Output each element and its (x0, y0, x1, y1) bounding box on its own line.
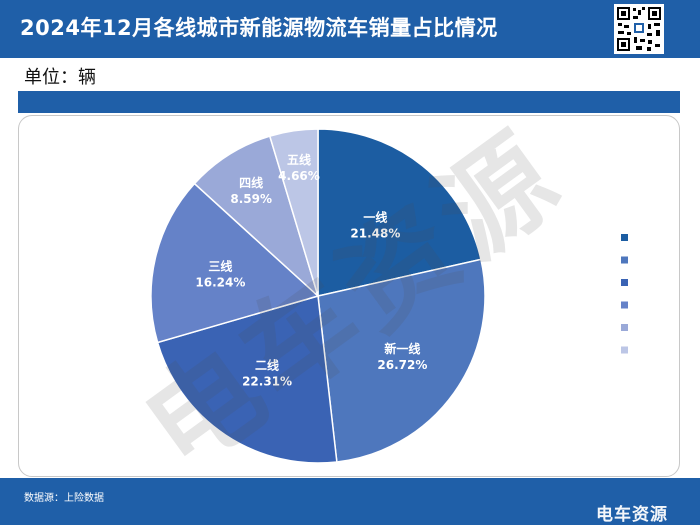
legend-swatch (621, 346, 628, 354)
slice-value-label: 8.59% (230, 192, 272, 206)
legend-swatch (621, 324, 628, 331)
slice-value-label: 21.48% (350, 226, 400, 240)
header-bar: 2024年12月各线城市新能源物流车销量占比情况 (0, 0, 700, 58)
unit-label: 单位：辆 (24, 67, 96, 88)
legend-swatch (621, 234, 628, 241)
page-title: 2024年12月各线城市新能源物流车销量占比情况 (20, 16, 498, 40)
slice-name-label: 三线 (208, 258, 232, 273)
slice-name-label: 四线 (239, 175, 263, 190)
pie-slice (150, 182, 320, 344)
pie-slice (268, 128, 319, 297)
slice-name-label: 五线 (287, 152, 311, 167)
chart-legend (621, 234, 628, 354)
slice-name-label: 新一线 (384, 341, 420, 356)
slice-name-label: 一线 (363, 209, 387, 224)
legend-swatch (621, 279, 628, 286)
pie-slice (317, 258, 486, 463)
pie-slices (150, 128, 486, 464)
slice-value-label: 4.66% (278, 169, 320, 183)
qr-code-icon (614, 4, 664, 54)
slice-value-label: 16.24% (195, 275, 245, 289)
slice-name-label: 二线 (255, 357, 279, 372)
header-band (18, 91, 680, 113)
pie-slice (156, 295, 338, 464)
pie-slice (317, 128, 482, 297)
pie-labels: 一线 21.48% 新一线 26.72% 二线 22.31% 三线 16.24% 四线 8.59%… (195, 152, 427, 388)
footer-bar: 数据源：上险数据 电车资源 (0, 478, 700, 525)
data-source: 数据源：上险数据 (24, 493, 104, 504)
legend-swatch (621, 301, 628, 309)
legend-swatch (621, 256, 628, 264)
slice-value-label: 22.31% (242, 374, 292, 388)
pie-slice (193, 135, 320, 299)
slice-value-label: 26.72% (377, 358, 427, 372)
brand-logo: 电车资源 (596, 505, 668, 525)
